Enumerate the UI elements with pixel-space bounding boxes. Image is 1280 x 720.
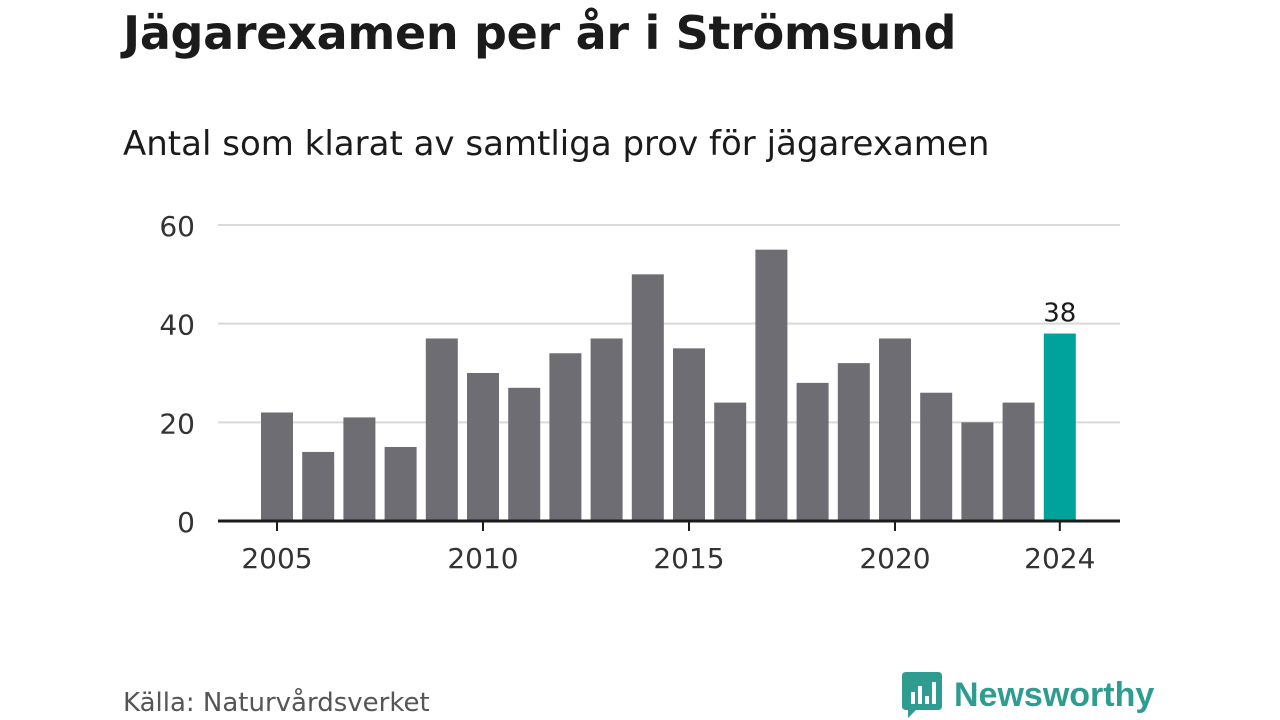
x-tick-label: 2015 <box>653 542 724 575</box>
x-tick-label: 2010 <box>447 542 518 575</box>
bar-chart-speech-bubble-icon <box>902 672 942 718</box>
bars <box>261 249 1076 521</box>
bar <box>714 402 747 521</box>
brand-logo: Newsworthy <box>902 672 1154 718</box>
bar <box>384 447 417 521</box>
axes <box>218 519 1120 531</box>
bar <box>549 353 582 521</box>
y-tick-label: 20 <box>159 407 195 440</box>
bar <box>755 249 788 521</box>
gridlines <box>218 224 1120 424</box>
labels: 0 20 40 60 38 2005 2010 2015 2020 2024 <box>159 210 1095 575</box>
source-note: Källa: Naturvårdsverket <box>123 688 430 718</box>
bar <box>796 382 829 521</box>
x-tick-label: 2020 <box>859 542 930 575</box>
y-tick-label: 0 <box>177 506 195 539</box>
bar <box>467 373 499 521</box>
x-tick-label: 2024 <box>1024 542 1095 575</box>
bar <box>961 422 994 521</box>
bar <box>261 412 293 521</box>
bar-highlight <box>1043 333 1076 521</box>
bar <box>879 338 911 521</box>
brand-name: Newsworthy <box>954 675 1155 714</box>
bar <box>425 338 458 521</box>
chart-title: Jägarexamen per år i Strömsund <box>123 6 957 60</box>
chart-subtitle: Antal som klarat av samtliga prov för jä… <box>123 124 990 164</box>
x-tick-label: 2005 <box>241 542 312 575</box>
bar <box>837 363 870 521</box>
data-label: 38 <box>1043 299 1076 329</box>
bar <box>508 387 541 521</box>
y-tick-label: 40 <box>159 309 195 342</box>
bar <box>590 338 623 521</box>
bar <box>631 274 664 521</box>
bar <box>920 392 953 521</box>
bar <box>302 451 335 521</box>
bar <box>1002 402 1035 521</box>
bar <box>343 417 376 521</box>
bar <box>673 348 705 521</box>
y-tick-label: 60 <box>159 210 195 243</box>
